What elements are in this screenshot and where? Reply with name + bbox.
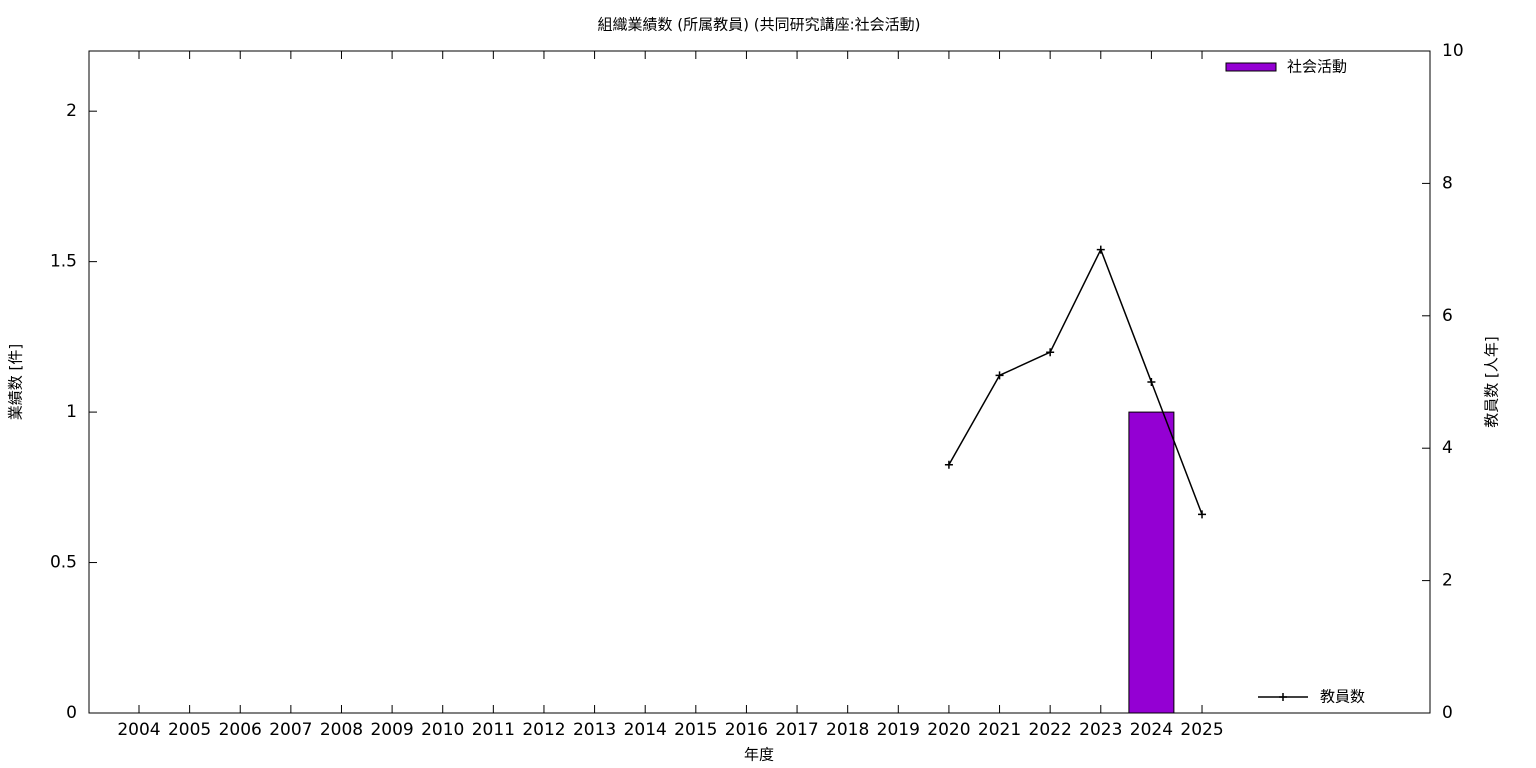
x-tick-label: 2011 xyxy=(472,720,515,740)
x-tick-label: 2008 xyxy=(320,720,363,740)
x-tick-label: 2009 xyxy=(370,720,413,740)
legend-point xyxy=(1279,693,1287,701)
x-tick-label: 2025 xyxy=(1180,720,1223,740)
legend-label: 教員数 xyxy=(1320,688,1365,706)
y-tick-label: 2 xyxy=(66,101,77,121)
x-tick-label: 2017 xyxy=(775,720,818,740)
y2-axis-label: 教員数 [人年] xyxy=(1483,336,1501,427)
x-tick-label: 2022 xyxy=(1029,720,1072,740)
x-tick-label: 2018 xyxy=(826,720,869,740)
legend-label: 社会活動 xyxy=(1287,58,1347,76)
y2-tick-label: 2 xyxy=(1442,571,1453,591)
point xyxy=(1096,245,1105,254)
x-tick-label: 2007 xyxy=(269,720,312,740)
legend-swatch xyxy=(1225,62,1277,72)
x-tick-label: 2023 xyxy=(1079,720,1122,740)
x-tick-label: 2006 xyxy=(219,720,262,740)
x-tick-label: 2015 xyxy=(674,720,717,740)
x-tick-label: 2019 xyxy=(877,720,920,740)
x-tick-label: 2024 xyxy=(1130,720,1173,740)
y2-tick-label: 4 xyxy=(1442,438,1453,458)
y2-tick-label: 6 xyxy=(1442,306,1453,326)
line xyxy=(948,247,1203,515)
y-tick-label: 1.5 xyxy=(50,252,77,272)
x-axis-label: 年度 xyxy=(744,746,774,764)
chart-title: 組織業績数 (所属教員) (共同研究講座:社会活動) xyxy=(597,16,920,34)
x-tick-label: 2013 xyxy=(573,720,616,740)
y2-tick-label: 8 xyxy=(1442,173,1453,193)
y-tick-label: 0.5 xyxy=(50,553,77,573)
point xyxy=(995,371,1004,380)
point xyxy=(944,460,953,469)
x-tick-label: 2021 xyxy=(978,720,1021,740)
y-tick-label: 1 xyxy=(66,402,77,422)
bar xyxy=(1128,411,1175,714)
x-tick-label: 2014 xyxy=(624,720,667,740)
x-tick-label: 2010 xyxy=(421,720,464,740)
plot-frame xyxy=(88,50,1431,714)
y2-tick-label: 10 xyxy=(1442,41,1464,61)
y-tick-label: 0 xyxy=(66,703,77,723)
x-tick-label: 2012 xyxy=(522,720,565,740)
y-axis-label: 業績数 [件] xyxy=(7,344,25,420)
point xyxy=(1046,348,1055,357)
point xyxy=(1198,510,1207,519)
x-tick-label: 2005 xyxy=(168,720,211,740)
y2-tick-label: 0 xyxy=(1442,703,1453,723)
x-tick-label: 2016 xyxy=(725,720,768,740)
x-tick-label: 2004 xyxy=(117,720,160,740)
x-tick-label: 2020 xyxy=(927,720,970,740)
point xyxy=(1147,378,1156,386)
